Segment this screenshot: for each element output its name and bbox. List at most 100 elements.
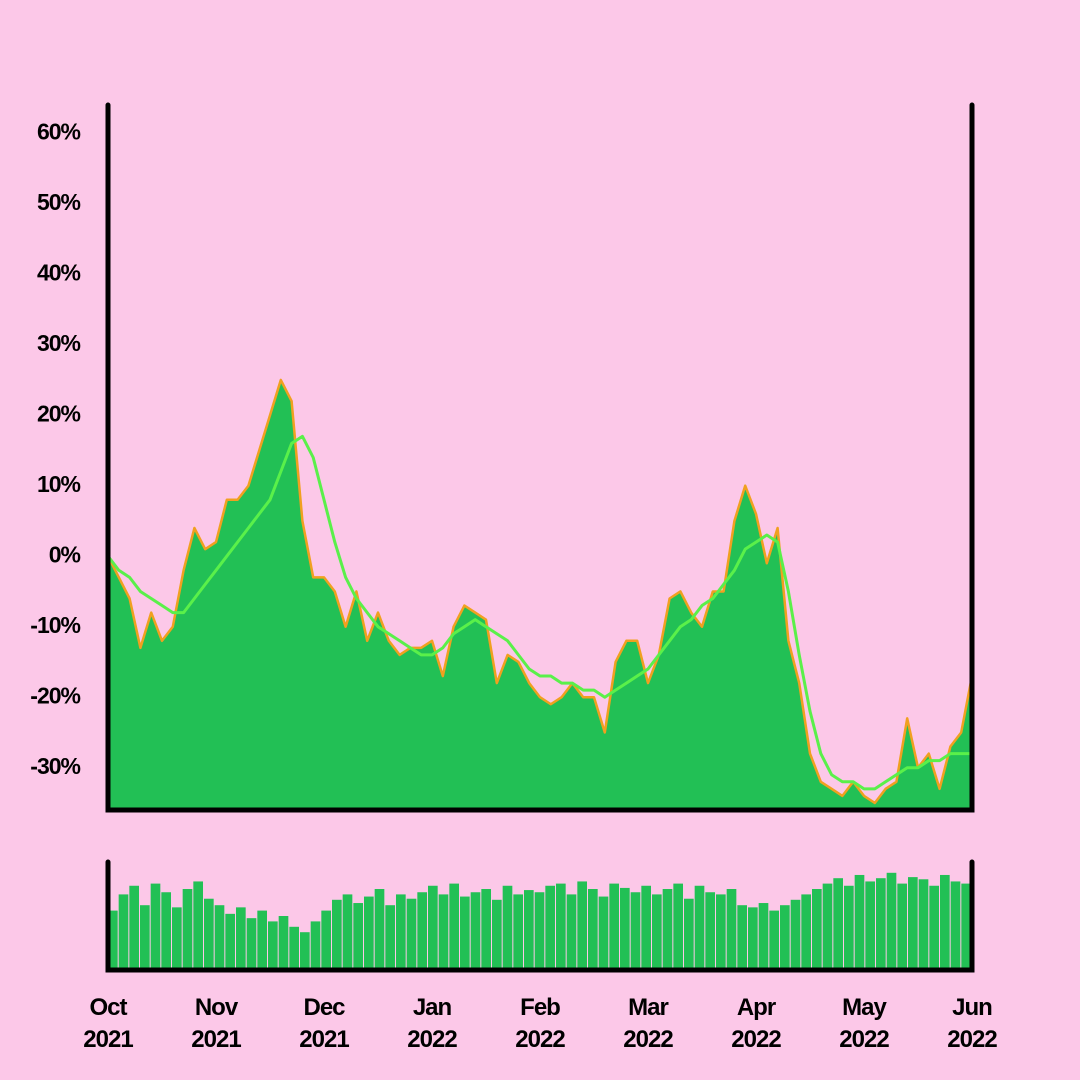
volume-bar — [236, 907, 246, 970]
y-tick-label: 40% — [37, 259, 81, 285]
volume-bar — [598, 896, 609, 970]
volume-bar — [918, 879, 929, 970]
volume-bar — [865, 881, 875, 970]
y-tick-label: 10% — [37, 471, 81, 497]
volume-bar — [396, 894, 406, 970]
volume-bar — [694, 885, 705, 970]
volume-bar — [438, 894, 449, 970]
volume-bar — [268, 921, 278, 970]
volume-bar — [278, 916, 289, 970]
volume-bar — [172, 907, 182, 970]
volume-bar — [630, 892, 641, 970]
volume-bar — [684, 898, 694, 970]
volume-bar — [118, 894, 129, 970]
volume-bar — [769, 910, 779, 970]
volume-bar — [182, 889, 193, 970]
volume-bar — [470, 892, 481, 970]
volume-bar — [364, 896, 374, 970]
volume-bar — [460, 896, 470, 970]
volume-bar — [204, 898, 214, 970]
volume-bar — [342, 894, 353, 970]
x-tick-label: May 2022 — [839, 994, 889, 1053]
volume-bar — [374, 889, 385, 970]
volume-bar — [140, 905, 150, 970]
volume-bar — [726, 889, 737, 970]
volume-bar — [662, 889, 673, 970]
volume-bar — [737, 905, 747, 970]
volume-bar — [950, 881, 961, 970]
volume-bar — [886, 872, 897, 970]
volume-bar — [716, 894, 726, 970]
x-tick-label: Apr 2022 — [731, 994, 781, 1053]
volume-bar — [876, 878, 886, 970]
x-tick-label: Nov 2021 — [191, 994, 241, 1053]
volume-bar — [214, 905, 225, 970]
y-tick-label: 0% — [49, 541, 81, 567]
x-tick-label: Feb 2022 — [515, 994, 565, 1053]
volume-bar — [929, 885, 939, 970]
x-tick-label: Mar 2022 — [623, 994, 673, 1053]
volume-bar — [150, 883, 161, 970]
volume-bar — [545, 885, 555, 970]
volume-bar — [652, 894, 662, 970]
area — [106, 378, 974, 812]
volume-bar — [246, 918, 257, 970]
volume-bar — [300, 932, 310, 970]
volume-bar — [524, 890, 534, 970]
volume-bar — [961, 883, 971, 970]
volume-bar — [310, 921, 321, 970]
y-tick-label: -20% — [30, 682, 80, 708]
y-tick-label: -30% — [30, 753, 80, 779]
volume-bar — [428, 885, 438, 970]
volume-bar — [833, 878, 843, 970]
y-tick-label: 60% — [37, 118, 81, 144]
volume-bar — [513, 894, 523, 970]
volume-bar — [417, 892, 427, 970]
volume-bar — [780, 905, 790, 970]
volume-bar — [385, 905, 395, 970]
volume-bar — [321, 910, 331, 970]
volume-bar — [492, 899, 502, 970]
volume-bar — [812, 889, 822, 970]
moving-average-line — [106, 434, 972, 791]
volume-bar — [748, 907, 758, 970]
volume-bar — [129, 885, 139, 970]
volume-bar — [940, 874, 950, 970]
volume-bar — [620, 887, 630, 970]
y-tick-label: 20% — [37, 400, 81, 426]
volume-bar — [673, 883, 683, 970]
volume-bar — [502, 885, 513, 970]
volume-bar — [844, 885, 854, 970]
volume-bar — [609, 883, 619, 970]
volume-bar — [641, 885, 651, 970]
y-tick-label: -10% — [30, 612, 80, 638]
volume-bar — [556, 883, 566, 970]
volume-bar — [257, 910, 267, 970]
x-tick-label: Jan 2022 — [407, 994, 457, 1053]
volume-bar — [705, 892, 715, 970]
volume-bar — [577, 881, 587, 970]
volume-bar — [758, 903, 769, 970]
volume-bar — [822, 883, 833, 970]
volume-bar — [854, 874, 865, 970]
volume-bar — [790, 899, 801, 970]
volume-bar — [449, 883, 459, 970]
y-tick-label: 50% — [37, 189, 81, 215]
volume-bar — [801, 894, 811, 970]
volume-bar — [588, 889, 598, 970]
x-tick-label: Oct 2021 — [83, 994, 133, 1053]
volume-bar — [353, 903, 363, 970]
volume-bar — [161, 892, 171, 970]
volume-bar — [481, 889, 491, 970]
volume-bar — [897, 883, 907, 970]
volume-bar — [225, 913, 235, 970]
volume-axes — [105, 859, 975, 973]
y-tick-label: 30% — [37, 330, 81, 356]
x-tick-label: Dec 2021 — [299, 994, 349, 1053]
volume-bar — [193, 881, 203, 970]
volume-bar — [566, 894, 577, 970]
volume-bar — [108, 910, 118, 970]
x-tick-label: Jun 2022 — [947, 994, 997, 1053]
